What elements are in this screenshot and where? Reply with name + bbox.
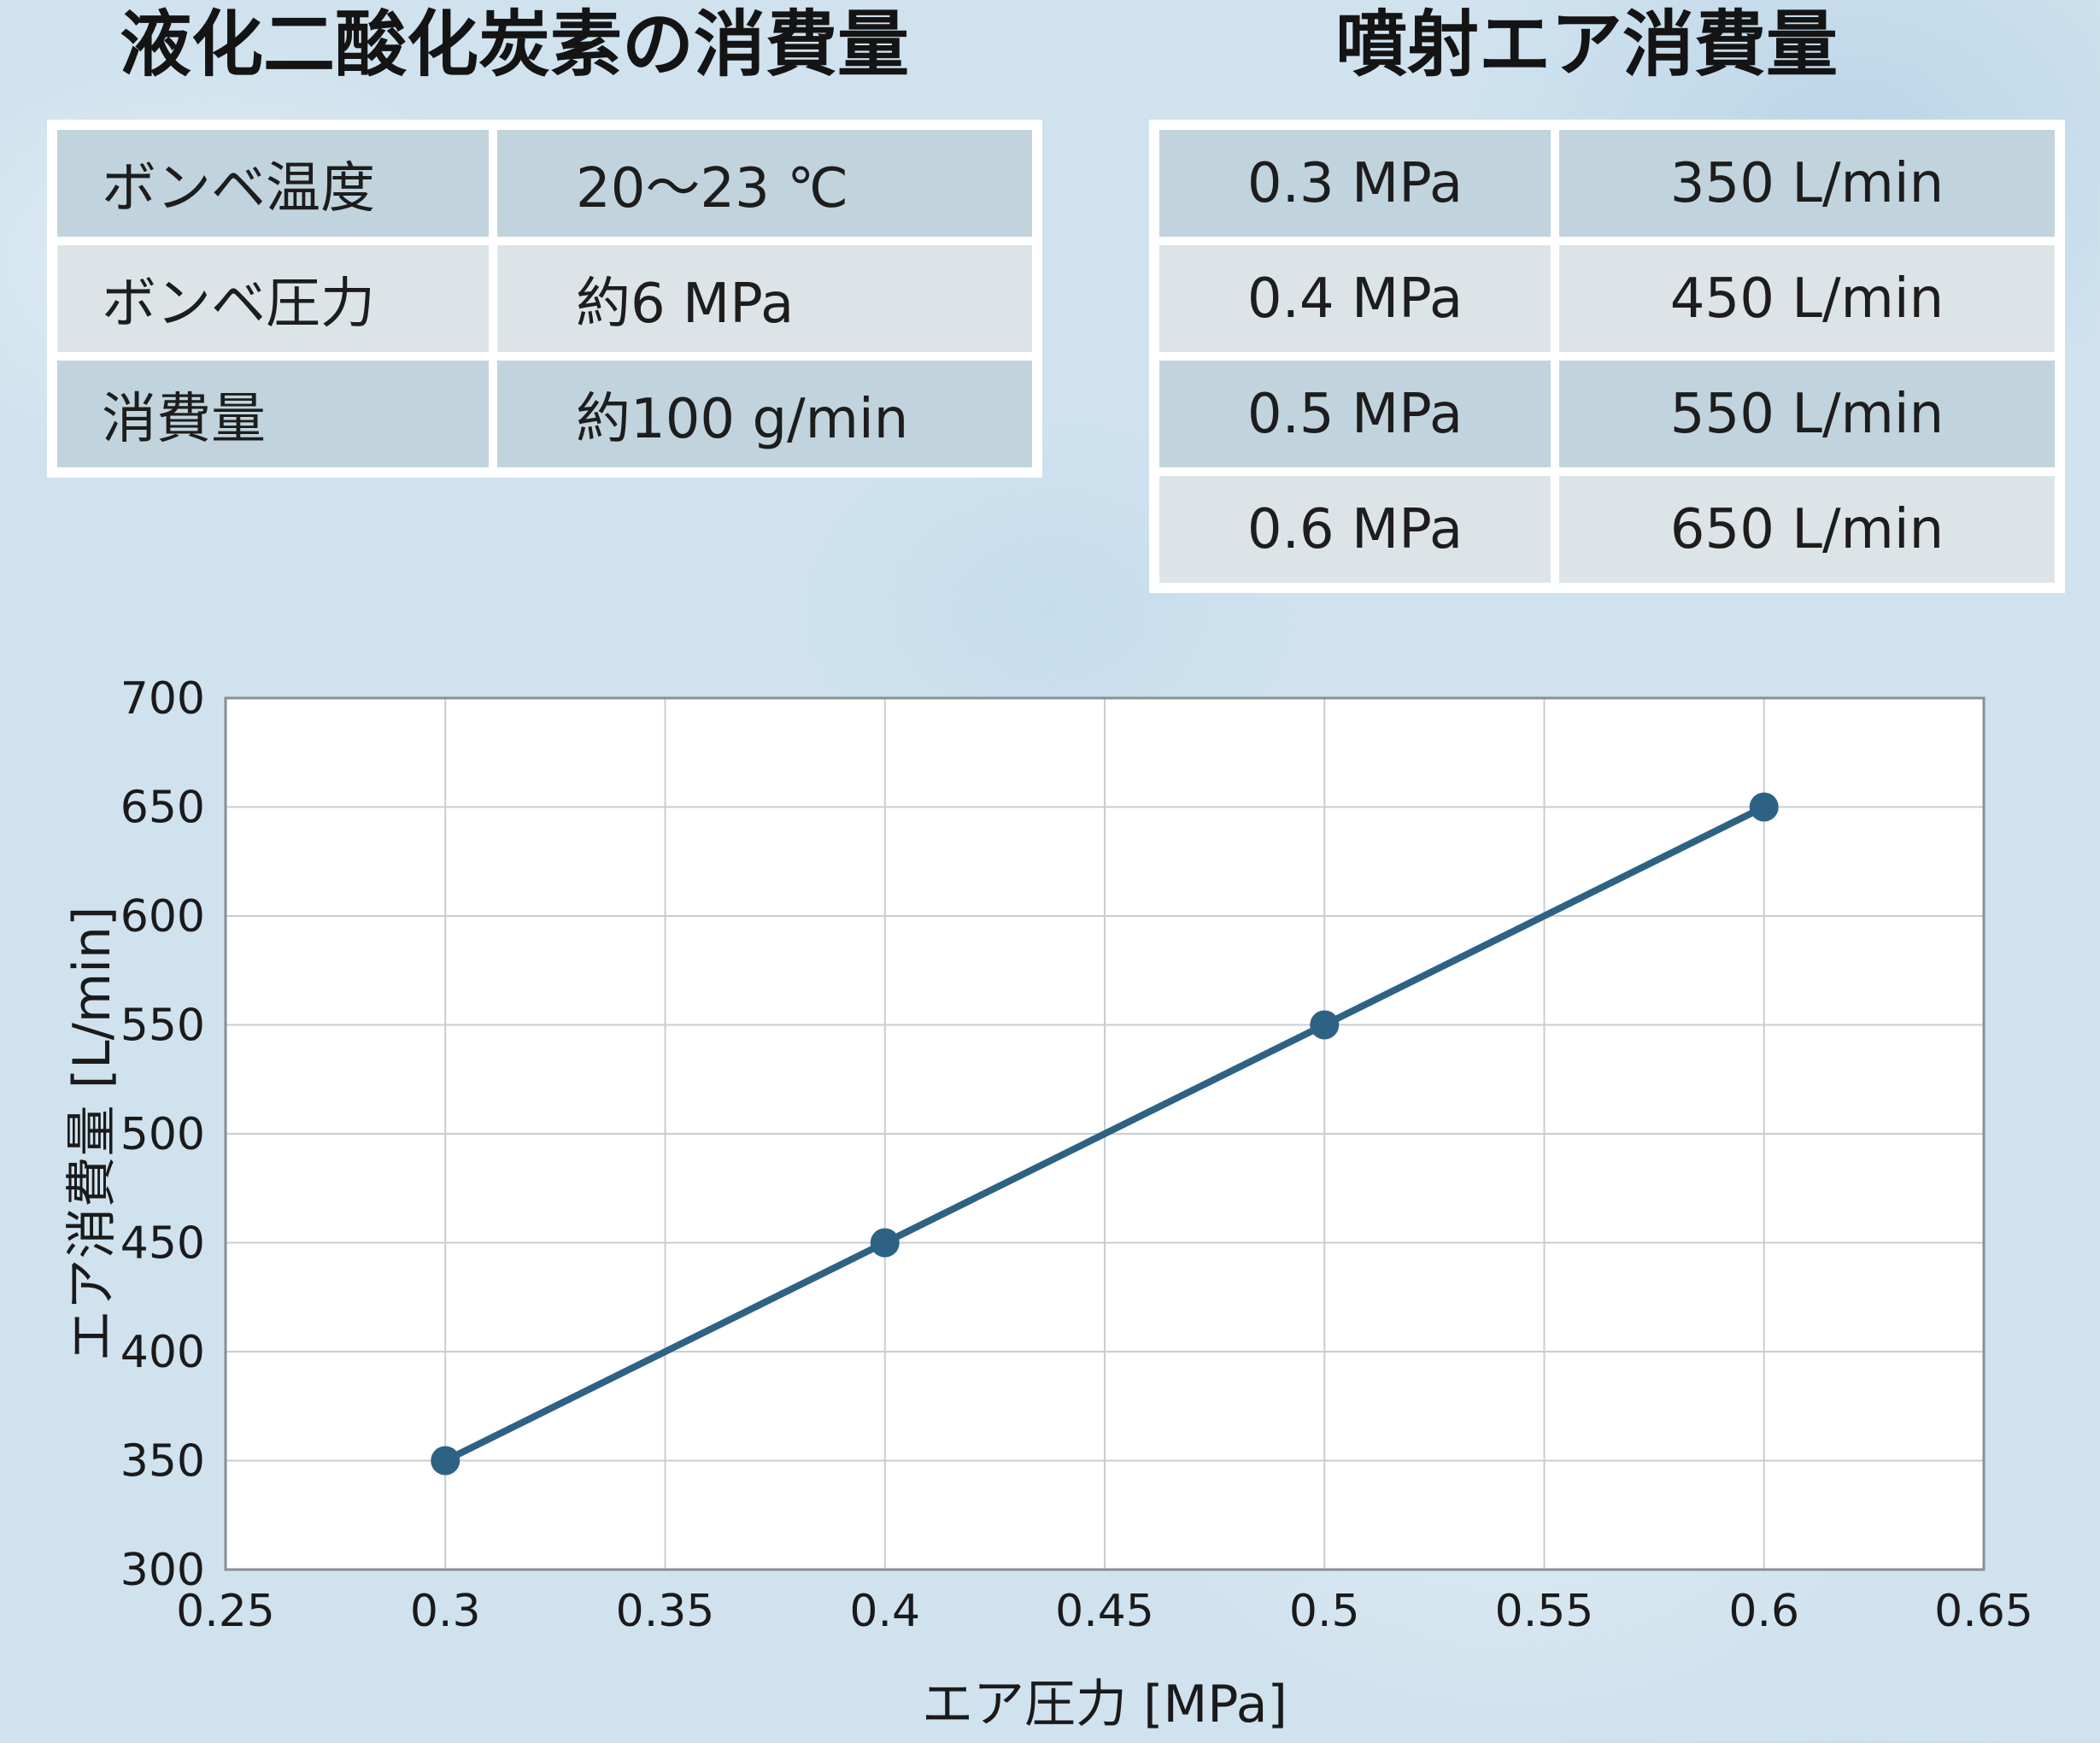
svg-text:0.65: 0.65 xyxy=(1934,1586,2033,1637)
svg-text:450: 450 xyxy=(120,1218,205,1270)
air-row-pressure: 0.3 MPa xyxy=(1159,130,1551,237)
air-row-flow: 350 L/min xyxy=(1559,130,2055,237)
svg-text:0.55: 0.55 xyxy=(1495,1586,1594,1637)
svg-text:0.35: 0.35 xyxy=(616,1586,715,1637)
co2-row-label: ボンベ圧力 xyxy=(57,245,489,352)
air-consumption-table: 0.3 MPa 350 L/min 0.4 MPa 450 L/min 0.5 … xyxy=(1149,120,2065,593)
co2-row-label: ボンベ温度 xyxy=(57,130,489,237)
svg-text:500: 500 xyxy=(120,1109,205,1160)
air-row-pressure: 0.6 MPa xyxy=(1159,476,1551,583)
svg-text:400: 400 xyxy=(120,1327,205,1378)
svg-text:0.6: 0.6 xyxy=(1728,1586,1799,1637)
air-row-flow: 450 L/min xyxy=(1559,245,2055,352)
svg-text:0.4: 0.4 xyxy=(849,1586,920,1637)
svg-text:0.3: 0.3 xyxy=(410,1586,481,1637)
air-row-flow: 550 L/min xyxy=(1559,361,2055,467)
air-row-pressure: 0.4 MPa xyxy=(1159,245,1551,352)
svg-text:350: 350 xyxy=(120,1436,205,1488)
svg-text:300: 300 xyxy=(120,1545,205,1596)
air-consumption-chart-svg: 0.25 0.3 0.35 0.4 0.45 0.5 0.55 0.6 0.65 300 350 40… xyxy=(62,673,2033,1734)
air-consumption-chart: 0.25 0.3 0.35 0.4 0.45 0.5 0.55 0.6 0.65 300 350 40… xyxy=(62,660,2044,1743)
svg-text:0.45: 0.45 xyxy=(1055,1586,1154,1637)
co2-row-label: 消費量 xyxy=(57,361,489,467)
co2-consumption-table: ボンベ温度 20〜23 ℃ ボンベ圧力 約6 MPa 消費量 約100 g/mi… xyxy=(47,120,1042,478)
svg-text:700: 700 xyxy=(120,673,205,725)
air-table-title: 噴射エア消費量 xyxy=(1335,3,1839,86)
co2-table-title: 液化二酸化炭素の消費量 xyxy=(120,3,910,86)
svg-text:650: 650 xyxy=(120,783,205,834)
air-row-flow: 650 L/min xyxy=(1559,476,2055,583)
svg-text:エア圧力 [MPa]: エア圧力 [MPa] xyxy=(922,1675,1288,1734)
air-row-pressure: 0.5 MPa xyxy=(1159,361,1551,467)
svg-text:550: 550 xyxy=(120,1001,205,1052)
svg-text:600: 600 xyxy=(120,891,205,942)
svg-text:0.5: 0.5 xyxy=(1289,1586,1360,1637)
svg-text:エア消費量 [L/min]: エア消費量 [L/min] xyxy=(62,907,122,1362)
co2-row-value: 約6 MPa xyxy=(497,245,1032,352)
co2-row-value: 約100 g/min xyxy=(497,361,1032,467)
svg-text:0.25: 0.25 xyxy=(176,1586,275,1637)
co2-row-value: 20〜23 ℃ xyxy=(497,130,1032,237)
